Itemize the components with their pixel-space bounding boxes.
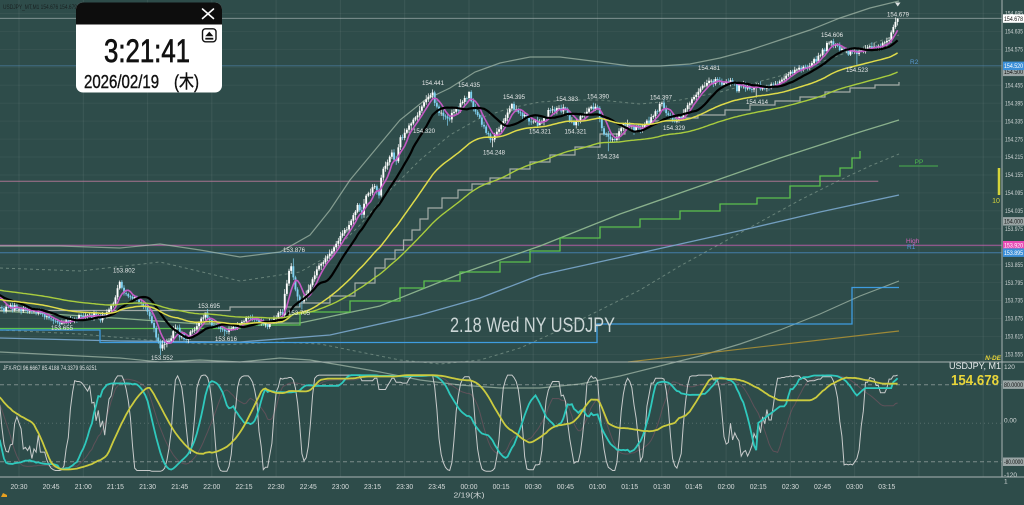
svg-text:21:15: 21:15 [107,484,124,491]
svg-text:2.18 Wed NY USDJPY: 2.18 Wed NY USDJPY [450,314,615,337]
svg-text:154.606: 154.606 [821,32,843,39]
svg-text:154.215: 154.215 [1005,154,1023,161]
svg-text:154.695: 154.695 [1005,11,1023,18]
svg-text:02:45: 02:45 [814,484,831,491]
svg-text:154.635: 154.635 [1005,29,1023,36]
svg-text:154.679: 154.679 [887,12,909,19]
svg-text:154.035: 154.035 [1005,208,1023,215]
svg-text:154.335: 154.335 [1005,118,1023,125]
svg-text:153.615: 153.615 [1005,334,1023,341]
svg-text:23:45: 23:45 [428,484,445,491]
svg-text:PP: PP [915,159,924,166]
svg-text:2/19(木): 2/19(木) [454,491,485,500]
svg-text:153.802: 153.802 [113,268,135,275]
svg-text:153.655: 153.655 [51,325,73,332]
svg-text:153.920: 153.920 [1004,244,1024,250]
svg-text:154.455: 154.455 [1005,83,1023,90]
svg-text:USDJPY, M1: USDJPY, M1 [949,361,1001,372]
svg-text:JFX-RCI 96.6667 85.4188 74.337: JFX-RCI 96.6667 85.4188 74.3379 95.6251 [3,365,97,372]
svg-text:154.395: 154.395 [1005,100,1023,107]
svg-text:154.275: 154.275 [1005,136,1023,143]
svg-text:154.435: 154.435 [458,82,480,89]
svg-text:01:15: 01:15 [621,484,638,491]
svg-text:03:15: 03:15 [878,484,895,491]
svg-text:154.000: 154.000 [1004,220,1024,226]
svg-text:-80.0000: -80.0000 [1004,460,1024,466]
svg-text:21:30: 21:30 [139,484,156,491]
svg-text:23:15: 23:15 [364,484,381,491]
svg-text:01:30: 01:30 [653,484,670,491]
svg-text:154.383: 154.383 [556,96,578,103]
svg-text:02:00: 02:00 [718,484,735,491]
svg-text:21:45: 21:45 [171,484,188,491]
svg-text:80.0000: 80.0000 [1004,383,1024,389]
svg-text:153.552: 153.552 [151,355,173,362]
svg-text:01:00: 01:00 [589,484,606,491]
svg-text:2026/02/19 (木): 2026/02/19 (木) [84,72,199,92]
svg-text:22:00: 22:00 [203,484,220,491]
svg-text:USDJPY_MT,M1 154.676 154.679: USDJPY_MT,M1 154.676 154.679 [3,4,77,11]
svg-text:02:15: 02:15 [750,484,767,491]
svg-text:153.795: 153.795 [1005,280,1023,287]
svg-text:154.520: 154.520 [1004,64,1024,70]
svg-text:3:21:41: 3:21:41 [104,33,190,69]
svg-text:154.320: 154.320 [413,128,435,135]
svg-text:22:45: 22:45 [300,484,317,491]
svg-text:153.675: 153.675 [1005,316,1023,323]
svg-text:22:15: 22:15 [236,484,253,491]
svg-text:-120: -120 [1004,472,1017,479]
svg-text:R2: R2 [910,59,919,66]
svg-text:High: High [906,238,920,245]
svg-text:154.234: 154.234 [597,154,619,161]
svg-text:154.155: 154.155 [1005,172,1023,179]
svg-text:153.705: 153.705 [288,310,310,317]
svg-text:01:45: 01:45 [685,484,702,491]
svg-text:21:00: 21:00 [75,484,92,491]
svg-text:1: 1 [1004,479,1008,486]
svg-text:N-DE: N-DE [985,355,1002,362]
svg-text:00:00: 00:00 [461,484,478,491]
svg-text:00:15: 00:15 [493,484,510,491]
svg-text:22:30: 22:30 [268,484,285,491]
svg-text:153.876: 153.876 [283,247,305,254]
svg-text:154.395: 154.395 [503,94,525,101]
svg-text:153.695: 153.695 [198,303,220,310]
svg-text:20:30: 20:30 [11,484,28,491]
svg-text:153.555: 153.555 [1005,352,1023,359]
svg-text:154.397: 154.397 [650,95,672,102]
svg-text:154.095: 154.095 [1005,190,1023,197]
svg-text:10: 10 [992,198,1000,205]
svg-text:153.895: 153.895 [1004,251,1024,257]
svg-text:23:30: 23:30 [396,484,413,491]
svg-text:00:30: 00:30 [525,484,542,491]
svg-text:154.678: 154.678 [951,373,999,389]
svg-text:R1: R1 [907,244,916,251]
svg-text:20:45: 20:45 [43,484,60,491]
svg-text:154.500: 154.500 [1004,70,1024,76]
svg-text:154.321: 154.321 [565,129,587,136]
svg-text:154.321: 154.321 [529,129,551,136]
svg-text:154.248: 154.248 [483,150,505,157]
svg-text:154.678: 154.678 [1004,17,1024,23]
svg-text:02:30: 02:30 [782,484,799,491]
svg-text:154.441: 154.441 [422,80,444,87]
svg-text:03:00: 03:00 [846,484,863,491]
svg-text:154.329: 154.329 [663,125,685,132]
svg-text:0.00: 0.00 [1004,418,1017,425]
svg-text:153.975: 153.975 [1005,226,1023,233]
svg-text:23:00: 23:00 [332,484,349,491]
svg-text:154.523: 154.523 [846,67,868,74]
svg-text:154.390: 154.390 [587,94,609,101]
svg-text:120: 120 [1004,364,1015,371]
svg-text:154.414: 154.414 [746,99,768,106]
svg-text:154.575: 154.575 [1005,47,1023,54]
svg-text:154.481: 154.481 [698,65,720,72]
svg-text:153.735: 153.735 [1005,298,1023,305]
svg-text:153.616: 153.616 [215,336,237,343]
svg-text:00:45: 00:45 [557,484,574,491]
svg-text:153.855: 153.855 [1005,262,1023,269]
